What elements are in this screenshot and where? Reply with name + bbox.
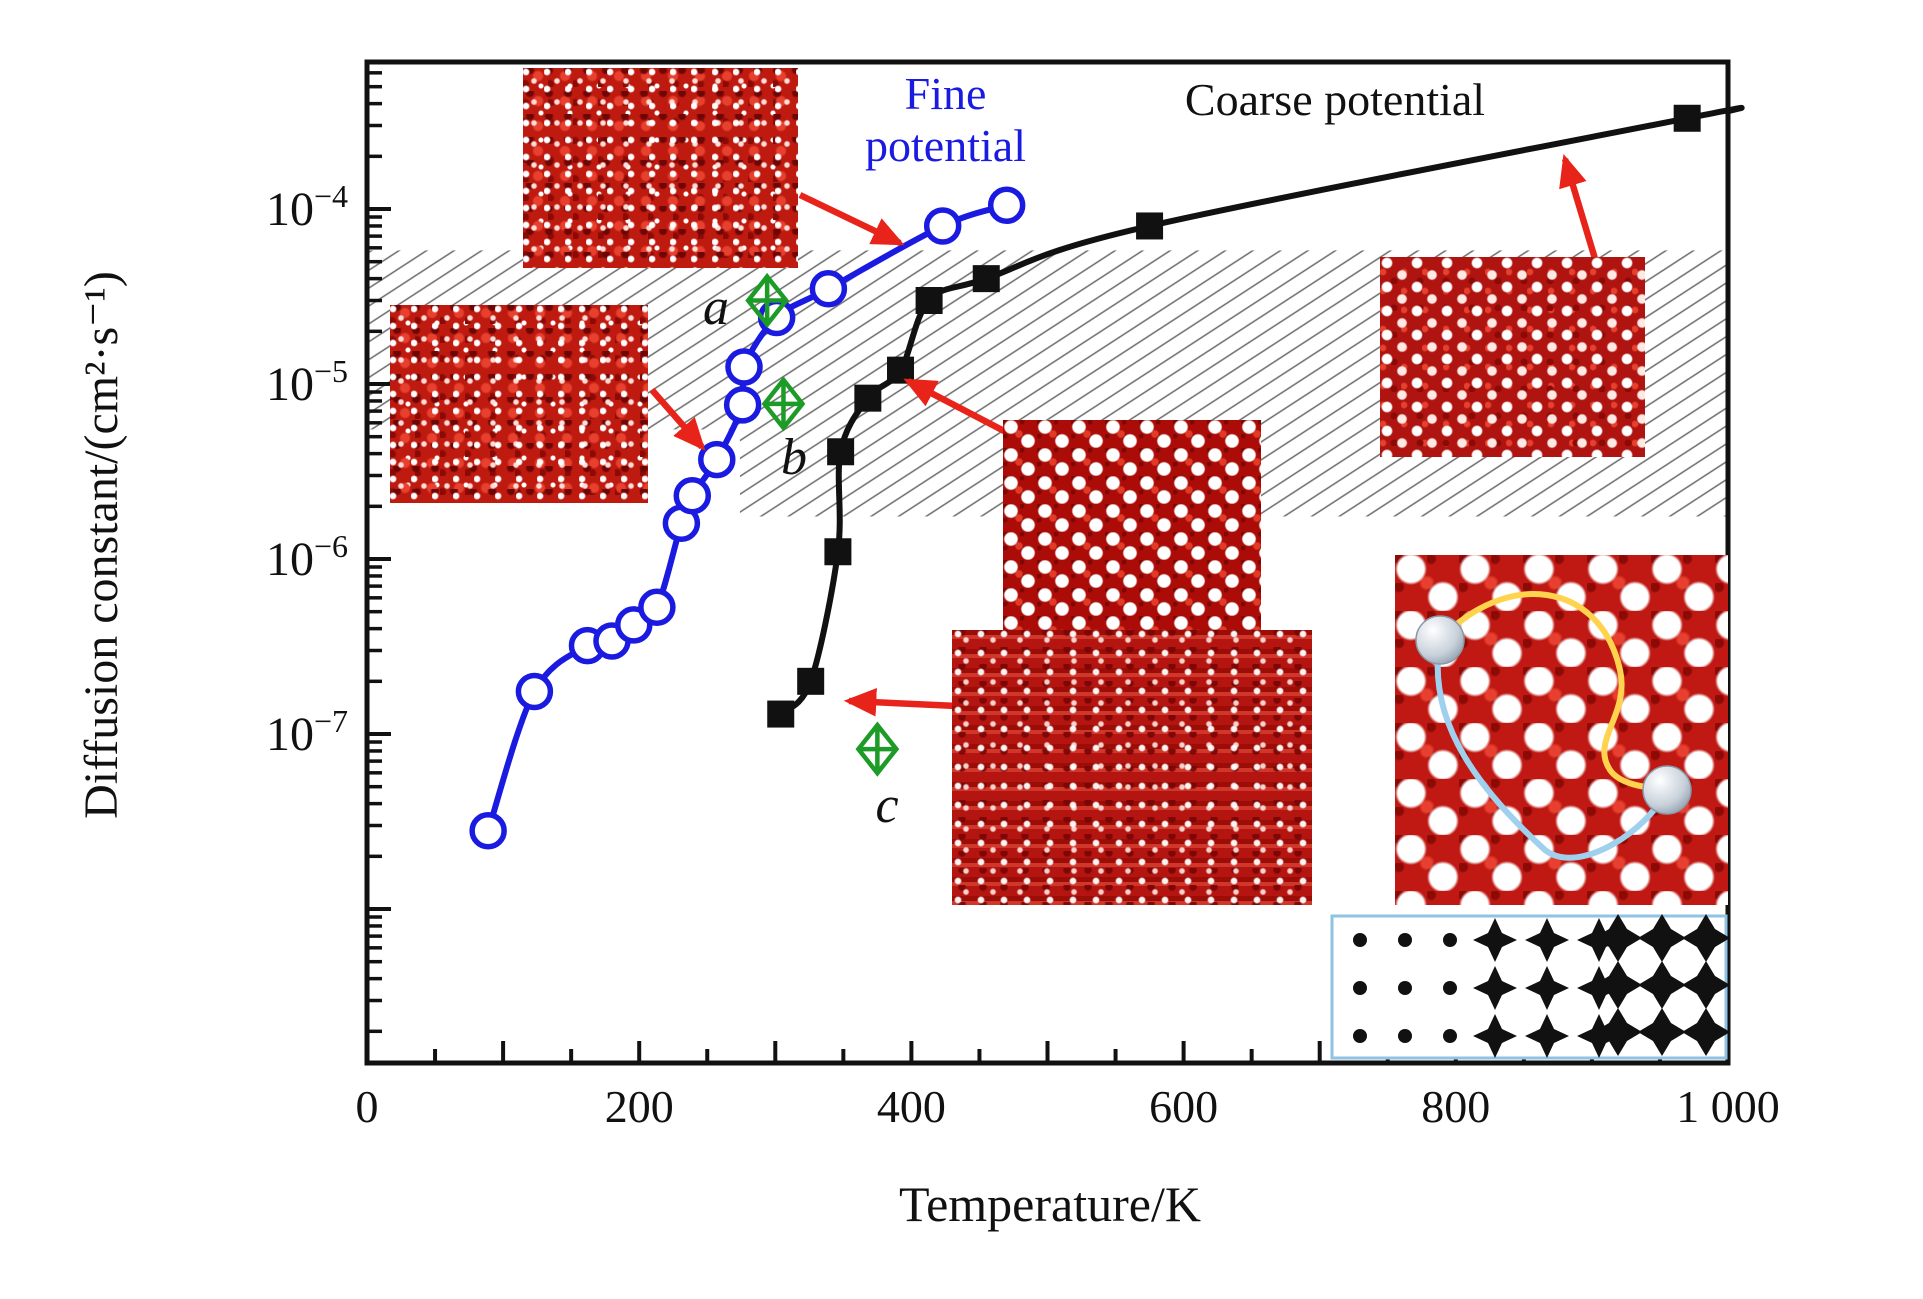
- legend-small-star-pattern-icon: [1525, 1014, 1569, 1058]
- legend-large-star-pattern-icon: [1682, 961, 1730, 1009]
- series-label-coarse-potential: Coarse potential: [1184, 74, 1486, 125]
- legend-small-star-pattern-icon: [1525, 966, 1569, 1010]
- green-diamond-marker-c: [855, 721, 900, 777]
- coarse-potential-point: [1136, 212, 1164, 240]
- legend-small-star-pattern-icon: [1473, 966, 1517, 1010]
- annotation-label-c: c: [875, 777, 899, 834]
- x-tick-label: 200: [605, 1081, 674, 1132]
- legend-small-star-pattern-icon: [1473, 918, 1517, 962]
- legend-dot-pattern-icon: [1443, 1029, 1457, 1043]
- legend-large-star-pattern-icon: [1594, 914, 1642, 962]
- legend-large-star-pattern-icon: [1594, 1008, 1642, 1056]
- fine-potential-point: [723, 386, 762, 424]
- fine-potential-point: [469, 811, 507, 850]
- arrow-to-coarse-midpoint: [903, 378, 1008, 435]
- legend-dot-pattern-icon: [1398, 933, 1412, 947]
- arrow-from-left-inset: [649, 387, 706, 451]
- inset-ordered-lattice-image: [1003, 420, 1261, 640]
- fine-potential-point: [987, 186, 1026, 225]
- arrow-to-fine-curve: [798, 192, 905, 246]
- x-tick-label: 1 000: [1676, 1081, 1780, 1132]
- green-diamond-marker-a: [745, 272, 790, 329]
- series-label-fine-potential: Fine potential: [865, 68, 1026, 171]
- legend-large-star-pattern-icon: [1682, 1008, 1730, 1056]
- x-tick-label: 800: [1421, 1081, 1490, 1132]
- coarse-potential-point: [797, 667, 825, 695]
- fine-potential-point: [515, 672, 554, 711]
- inset-layered-structure-image: [952, 630, 1312, 905]
- yellow-trajectory-path: [1437, 591, 1656, 791]
- legend-large-star-pattern-icon: [1638, 961, 1686, 1009]
- legend-small-star-pattern-icon: [1525, 918, 1569, 962]
- fine-potential-point: [923, 207, 962, 245]
- x-axis-title: Temperature/K: [899, 1176, 1201, 1232]
- legend-large-star-pattern-icon: [1594, 961, 1642, 1009]
- fine-potential-point: [698, 440, 736, 479]
- legend-small-star-pattern-icon: [1473, 1014, 1517, 1058]
- diffusing-atom-sphere-icon: [1642, 765, 1692, 815]
- coarse-potential-point: [1673, 104, 1701, 132]
- diffusion-paths-overlay: [1415, 591, 1692, 861]
- blue-trajectory-path: [1434, 639, 1666, 861]
- y-tick-label: 10−7: [266, 703, 348, 761]
- x-tick-label: 0: [356, 1081, 379, 1132]
- fine-potential-point: [809, 270, 848, 308]
- arrow-to-coarse-elbow: [843, 687, 958, 717]
- y-axis-title: Diffusion constant/(cm²·s⁻¹): [75, 271, 128, 819]
- legend-large-star-pattern-icon: [1682, 914, 1730, 962]
- inset-crystal-network-image: [1395, 555, 1728, 905]
- legend-large-star-pattern-icon: [1638, 914, 1686, 962]
- fine-potential-point: [673, 476, 712, 515]
- legend-dot-pattern-icon: [1398, 1029, 1412, 1043]
- legend-dot-pattern-icon: [1398, 981, 1412, 995]
- legend-dot-pattern-icon: [1443, 933, 1457, 947]
- legend-dot-pattern-icon: [1353, 981, 1367, 995]
- coarse-potential-point: [824, 538, 852, 566]
- legend-dot-pattern-icon: [1353, 1029, 1367, 1043]
- y-tick-label: 10−4: [266, 178, 348, 236]
- coarse-potential-point: [767, 700, 795, 728]
- coarse-potential-point: [915, 287, 943, 315]
- coarse-potential-point: [827, 438, 855, 466]
- x-tick-label: 600: [1149, 1081, 1218, 1132]
- y-tick-label: 10−6: [266, 528, 348, 586]
- coarse-potential-point: [854, 384, 882, 412]
- coarse-potential-point: [972, 265, 1000, 293]
- legend-dot-pattern-icon: [1443, 981, 1457, 995]
- inset-amorphous-structure-mid-left-image: [390, 305, 648, 503]
- fine-potential-point: [638, 588, 676, 627]
- green-diamond-marker-b: [761, 376, 806, 432]
- legend-dot-pattern-icon: [1353, 933, 1367, 947]
- legend-large-star-pattern-icon: [1638, 1008, 1686, 1056]
- diffusing-atom-sphere-icon: [1415, 615, 1465, 665]
- y-tick-label: 10−5: [266, 353, 348, 411]
- x-tick-label: 400: [877, 1081, 946, 1132]
- inset-partially-ordered-structure-image: [1380, 257, 1645, 457]
- inset-amorphous-structure-top-left-image: [523, 68, 798, 268]
- legend-small-star-pattern-icon: [1577, 1014, 1621, 1058]
- fine-potential-point: [725, 348, 763, 386]
- annotation-label-b: b: [781, 429, 807, 486]
- plot-border: [364, 59, 1731, 1066]
- annotation-label-a: a: [703, 279, 729, 336]
